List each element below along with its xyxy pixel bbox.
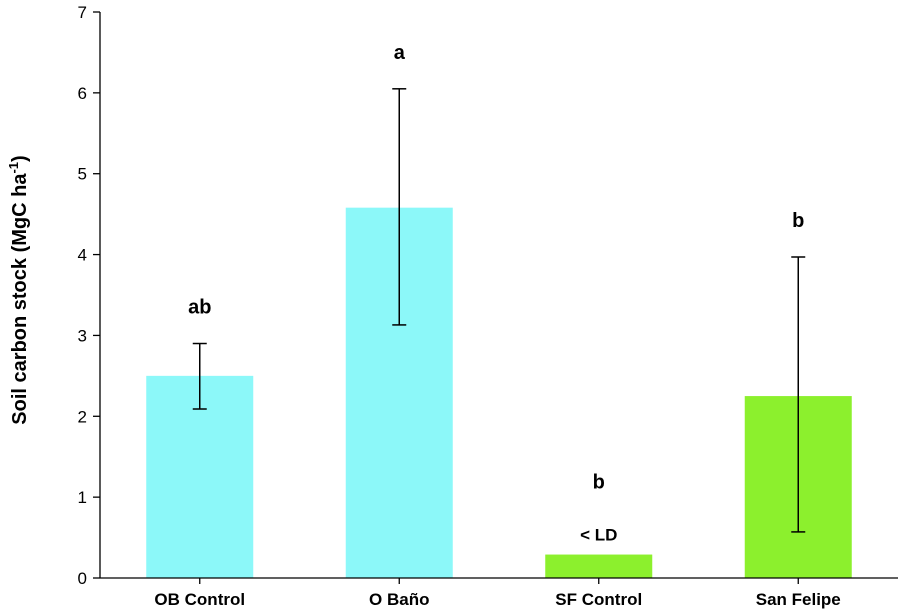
significance-label: b [593, 472, 605, 494]
x-tick-label: SF Control [555, 590, 642, 609]
annotations: OB Control ab O Baño a SF Control < LD b San Fe… [154, 42, 840, 609]
significance-label: a [394, 42, 406, 64]
bar [545, 554, 653, 578]
y-tick-label: 3 [78, 326, 87, 345]
x-tick-label: San Felipe [756, 590, 841, 609]
y-axis-label: Soil carbon stock (MgC ha-1) [6, 155, 31, 424]
y-axis-label-close: ) [9, 155, 31, 162]
x-tick-label: OB Control [154, 590, 245, 609]
y-tick-label: 1 [78, 488, 87, 507]
y-tick-label: 0 [78, 569, 87, 588]
bars [146, 207, 852, 578]
y-axis-ticks: 0 1 2 3 4 5 6 7 [78, 3, 799, 588]
y-tick-label: 2 [78, 407, 87, 426]
significance-label: ab [188, 297, 211, 319]
note-label: < LD [580, 526, 617, 545]
y-tick-label: 6 [78, 84, 87, 103]
y-axis-label-superscript: -1 [6, 162, 21, 174]
error-bars [192, 88, 806, 533]
y-tick-label: 4 [78, 246, 87, 265]
significance-label: b [792, 210, 804, 232]
y-axis-label-main: Soil carbon stock (MgC ha [9, 173, 31, 425]
y-tick-label: 5 [78, 165, 87, 184]
y-tick-label: 7 [78, 3, 87, 22]
x-tick-label: O Baño [369, 590, 429, 609]
